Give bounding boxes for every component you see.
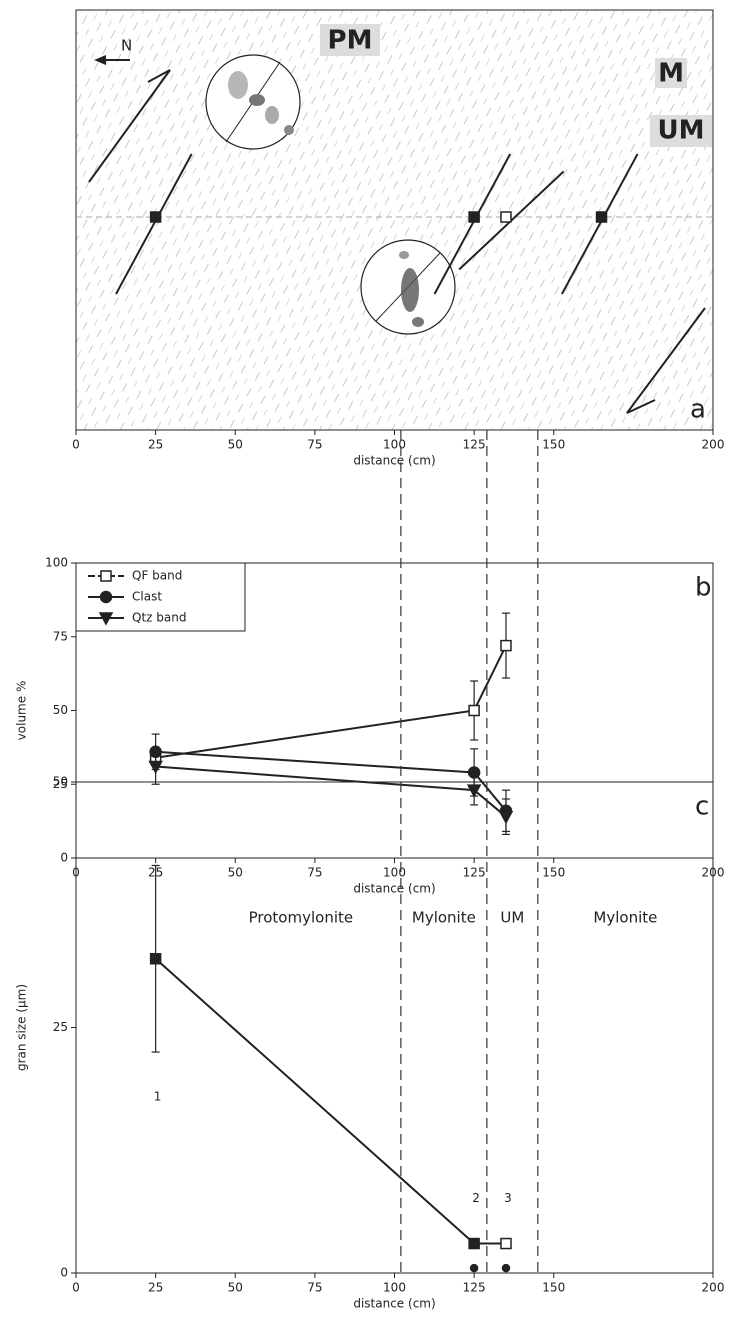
- x-tick-label: 200: [702, 438, 725, 452]
- foliation-trace: [433, 153, 512, 295]
- x-tick-label: 100: [383, 866, 406, 880]
- x-tick-label: 125: [463, 1281, 486, 1295]
- marker: [100, 570, 112, 582]
- marker: [148, 760, 163, 775]
- marker: [500, 1237, 512, 1250]
- x-tick-label: 75: [307, 1281, 322, 1295]
- shear-arrow: [88, 69, 171, 183]
- zone-label: UM: [500, 909, 524, 927]
- x-tick-label: 0: [72, 438, 80, 452]
- x-tick-label: 150: [542, 1281, 565, 1295]
- x-tick-label: 75: [307, 866, 322, 880]
- marker: [468, 704, 480, 717]
- x-tick-label: 150: [542, 438, 565, 452]
- marker: [99, 590, 113, 604]
- series-line: [155, 645, 507, 759]
- marker: [469, 1263, 479, 1273]
- y-tick-label: 25: [53, 1020, 68, 1034]
- x-tick-label: 25: [148, 438, 163, 452]
- y-tick-label: 25: [53, 777, 68, 791]
- y-tick-label: 0: [60, 851, 68, 865]
- series-line: [154, 958, 506, 1245]
- foliation-trace: [561, 153, 639, 295]
- legend-label: Qtz band: [132, 611, 186, 625]
- x-tick-label: 0: [72, 1281, 80, 1295]
- stereonet: [360, 239, 456, 335]
- plot-frame: [75, 781, 714, 1274]
- x-tick-label: 125: [463, 866, 486, 880]
- x-tick-label: 150: [542, 866, 565, 880]
- zone-label: Mylonite: [412, 909, 476, 927]
- x-tick-label: 50: [228, 866, 243, 880]
- marker: [149, 953, 162, 965]
- y-axis-title: gran size (µm): [15, 984, 29, 1071]
- series-line: [155, 765, 507, 818]
- label-bg: [650, 115, 712, 147]
- x-tick-label: 50: [228, 438, 243, 452]
- x-tick-label: 50: [228, 1281, 243, 1295]
- y-tick-label: 0: [60, 1266, 68, 1280]
- legend-label: Clast: [132, 590, 162, 604]
- x-tick-label: 100: [383, 438, 406, 452]
- point-label: 3: [504, 1191, 512, 1205]
- series-line: [155, 750, 507, 812]
- x-axis-title: distance (cm): [353, 882, 435, 896]
- marker: [500, 639, 512, 652]
- y-tick-label: 50: [53, 775, 68, 789]
- zone-label: M: [658, 59, 684, 89]
- y-tick-label: 75: [53, 629, 68, 643]
- north-label: N: [121, 37, 132, 55]
- x-tick-label: 125: [463, 438, 486, 452]
- y-tick-label: 100: [45, 556, 68, 570]
- x-axis-title: distance (cm): [353, 454, 435, 468]
- marker: [500, 211, 512, 223]
- marker: [468, 1237, 480, 1250]
- zone-label: Protomylonite: [249, 909, 353, 927]
- x-axis-title: distance (cm): [353, 1297, 435, 1311]
- zone-label: UM: [658, 116, 705, 146]
- marker: [468, 211, 480, 223]
- y-tick-label: 50: [53, 703, 68, 717]
- y-axis-title: volume %: [15, 681, 29, 741]
- x-tick-label: 25: [148, 1281, 163, 1295]
- panel-label: b: [695, 573, 712, 603]
- zone-label: Mylonite: [593, 909, 657, 927]
- marker: [595, 211, 608, 223]
- x-tick-label: 100: [383, 1281, 406, 1295]
- x-tick-label: 75: [307, 438, 322, 452]
- marker: [498, 810, 514, 825]
- legend-label: QF band: [132, 569, 182, 583]
- shear-arrow: [626, 307, 706, 414]
- panel-label: a: [690, 395, 706, 425]
- foliation-trace: [115, 153, 193, 295]
- marker: [98, 612, 114, 626]
- panel-label: c: [695, 792, 709, 822]
- zone-label: PM: [328, 26, 373, 56]
- point-label: 1: [154, 1090, 162, 1104]
- label-bg: [320, 24, 380, 56]
- north-arrow-head: [94, 55, 106, 65]
- marker: [149, 211, 162, 223]
- marker: [501, 1263, 511, 1273]
- marker: [466, 784, 482, 798]
- point-label: 2: [472, 1191, 480, 1205]
- x-tick-label: 200: [702, 1281, 725, 1295]
- label-bg: [655, 58, 687, 88]
- foliation-pattern: [76, 10, 713, 430]
- stereonet: [205, 54, 301, 150]
